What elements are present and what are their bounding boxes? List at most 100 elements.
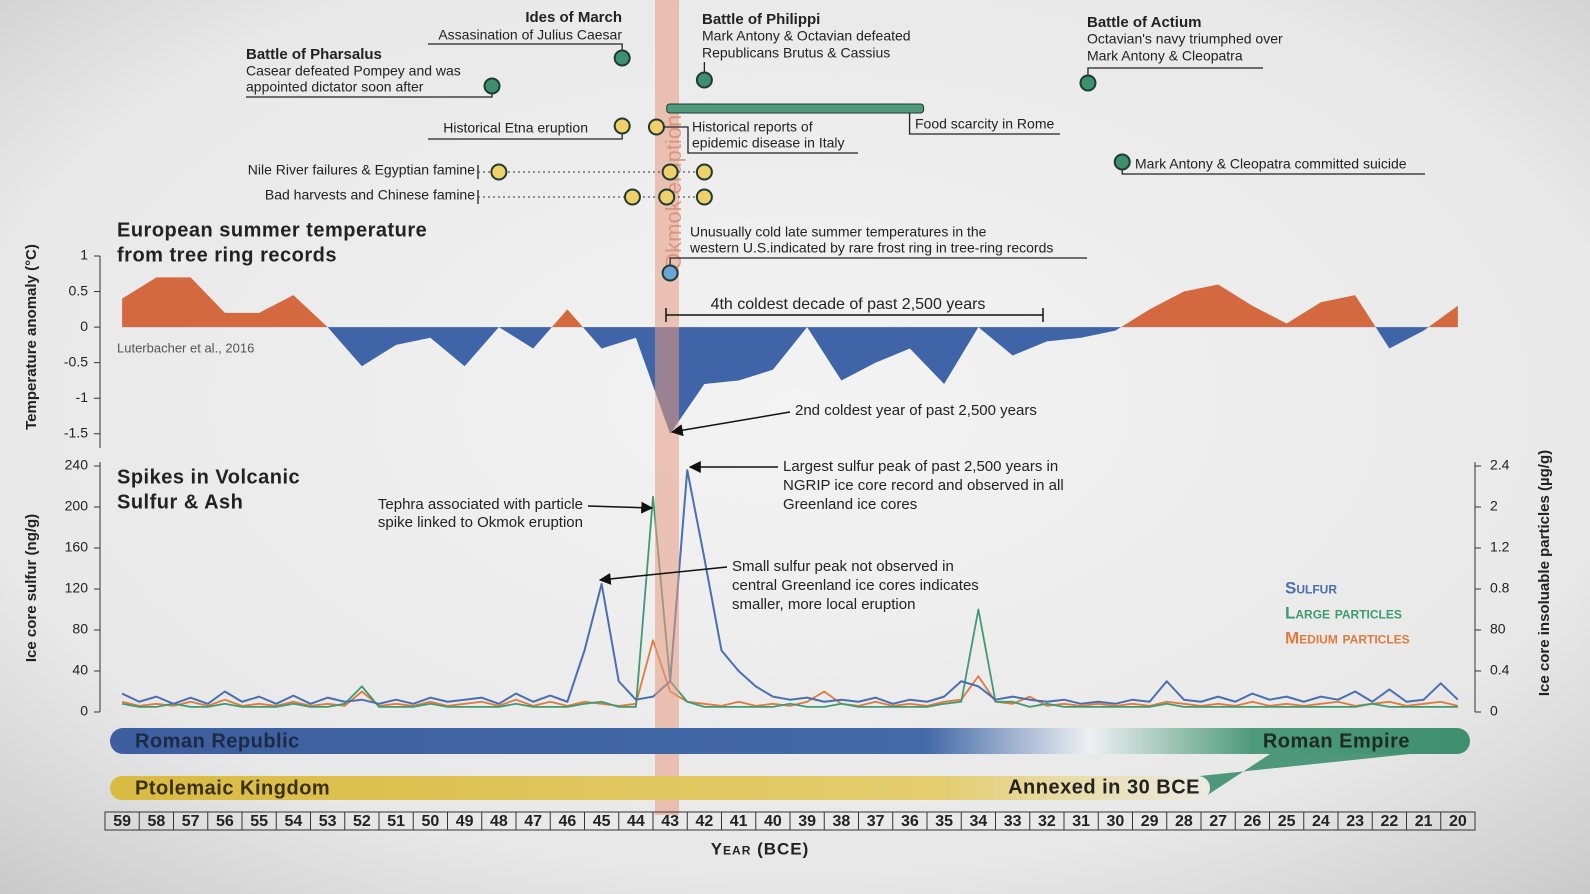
event-dot bbox=[661, 264, 679, 282]
x-tick-label: 42 bbox=[695, 813, 713, 830]
y-tick-label: 160 bbox=[65, 539, 89, 555]
period-label: Ptolemaic Kingdom bbox=[135, 777, 330, 799]
x-tick-label: 51 bbox=[387, 813, 405, 830]
ptolemaic-bar bbox=[110, 776, 1210, 800]
x-tick-label: 40 bbox=[764, 813, 782, 830]
x-tick-label: 54 bbox=[284, 813, 302, 830]
x-tick-label: 48 bbox=[490, 813, 508, 830]
event-title: Ides of March bbox=[525, 9, 622, 26]
event-dot bbox=[483, 77, 501, 95]
event-dot bbox=[658, 188, 676, 206]
series-line bbox=[121, 469, 1459, 705]
annotation: 4th coldest decade of past 2,500 years bbox=[711, 296, 986, 313]
x-tick-label: 46 bbox=[558, 813, 576, 830]
event-text: Historical reports of bbox=[692, 119, 813, 135]
y-tick-label: -1 bbox=[76, 389, 89, 405]
roman-bar bbox=[110, 728, 1470, 754]
y-tick-label: 240 bbox=[65, 457, 89, 473]
x-tick-label: 37 bbox=[867, 813, 885, 830]
x-tick-label: 49 bbox=[456, 813, 474, 830]
period-label: Roman Empire bbox=[1263, 730, 1410, 752]
source: Luterbacher et al., 2016 bbox=[117, 340, 254, 355]
event-text: Octavian's navy triumphed over bbox=[1087, 31, 1283, 47]
annotation: central Greenland ice cores indicates bbox=[732, 577, 979, 594]
event-text: Mark Antony & Cleopatra bbox=[1087, 48, 1243, 64]
annotation: Tephra associated with particle bbox=[378, 496, 583, 513]
y-tick-label: -0.5 bbox=[64, 353, 88, 369]
event-dot bbox=[1113, 153, 1131, 171]
annotation: spike linked to Okmok eruption bbox=[378, 514, 583, 531]
x-tick-label: 58 bbox=[147, 813, 165, 830]
y-tick-label: 40 bbox=[72, 662, 88, 678]
leader-line bbox=[656, 126, 858, 154]
x-tick-label: 57 bbox=[182, 813, 200, 830]
sulfur-title: Spikes in Volcanic bbox=[117, 466, 300, 488]
x-tick-label: 35 bbox=[935, 813, 953, 830]
x-tick-label: 20 bbox=[1449, 813, 1467, 830]
legend-entry: Large particles bbox=[1285, 603, 1402, 622]
event-dot bbox=[613, 49, 631, 67]
y-tick-label: 80 bbox=[72, 621, 88, 637]
event-dot bbox=[613, 117, 631, 135]
x-tick-label: 47 bbox=[524, 813, 542, 830]
x-tick-label: 30 bbox=[1106, 813, 1124, 830]
temp-title: from tree ring records bbox=[117, 244, 337, 266]
y-tick-label: 0 bbox=[80, 703, 88, 719]
y2-tick-label: 0.4 bbox=[1490, 662, 1510, 678]
x-tick-label: 52 bbox=[353, 813, 371, 830]
legend-entry: Sulfur bbox=[1285, 578, 1337, 597]
event-dot bbox=[623, 188, 641, 206]
event-text: Food scarcity in Rome bbox=[915, 116, 1054, 132]
x-tick-label: 53 bbox=[319, 813, 337, 830]
event-text: Mark Antony & Cleopatra committed suicid… bbox=[1135, 156, 1407, 172]
y2-axis-label: Ice core insoluable particles (µg/g) bbox=[1536, 450, 1553, 696]
event-title: Battle of Actium bbox=[1087, 14, 1201, 31]
y-tick-label: -1.5 bbox=[64, 424, 88, 440]
event-text: Nile River failures & Egyptian famine bbox=[248, 162, 475, 178]
annotation: Small sulfur peak not observed in bbox=[732, 558, 954, 575]
event-dot bbox=[695, 188, 713, 206]
x-tick-label: 32 bbox=[1038, 813, 1056, 830]
y2-tick-label: 80 bbox=[1490, 621, 1506, 637]
event-text: Bad harvests and Chinese famine bbox=[265, 187, 475, 203]
arrow bbox=[587, 501, 654, 514]
event-dot bbox=[647, 118, 665, 136]
leader-line bbox=[669, 257, 1087, 266]
event-text: appointed dictator soon after bbox=[246, 79, 424, 95]
annotation: Largest sulfur peak of past 2,500 years … bbox=[783, 458, 1058, 475]
annotation: smaller, more local eruption bbox=[732, 596, 915, 613]
event-dot bbox=[490, 163, 508, 181]
x-tick-label: 33 bbox=[1004, 813, 1022, 830]
event-dot bbox=[661, 163, 679, 181]
x-tick-label: 25 bbox=[1278, 813, 1296, 830]
x-tick-label: 34 bbox=[969, 813, 987, 830]
y2-tick-label: 0 bbox=[1490, 703, 1498, 719]
x-tick-label: 31 bbox=[1072, 813, 1090, 830]
series-line bbox=[121, 495, 1458, 708]
x-tick-label: 29 bbox=[1141, 813, 1159, 830]
series-line bbox=[121, 639, 1459, 707]
x-tick-label: 24 bbox=[1312, 813, 1330, 830]
sulfur-title: Sulfur & Ash bbox=[117, 491, 243, 513]
y2-tick-label: 0.8 bbox=[1490, 580, 1510, 596]
y-tick-label: 200 bbox=[65, 498, 89, 514]
event-dot bbox=[1079, 74, 1097, 92]
annotation: Greenland ice cores bbox=[783, 496, 917, 513]
x-tick-label: 55 bbox=[250, 813, 268, 830]
event-dot bbox=[695, 71, 713, 89]
x-tick-label: 45 bbox=[593, 813, 611, 830]
event-title: Battle of Pharsalus bbox=[246, 46, 382, 63]
annex-wedge bbox=[1200, 754, 1410, 800]
annotation: NGRIP ice core record and observed in al… bbox=[783, 477, 1064, 494]
x-tick-label: 43 bbox=[661, 813, 679, 830]
event-text: epidemic disease in Italy bbox=[692, 135, 845, 151]
event-text: Casear defeated Pompey and was bbox=[246, 63, 461, 79]
y-tick-label: 120 bbox=[65, 580, 89, 596]
data-layer bbox=[121, 277, 1459, 708]
event-text: Assasination of Julius Caesar bbox=[438, 27, 622, 43]
event-text: Mark Antony & Octavian defeated bbox=[702, 28, 911, 44]
x-tick-label: 23 bbox=[1346, 813, 1364, 830]
y-axis-label: Ice core sulfur (ng/g) bbox=[23, 514, 40, 662]
y2-tick-label: 2 bbox=[1490, 498, 1498, 514]
